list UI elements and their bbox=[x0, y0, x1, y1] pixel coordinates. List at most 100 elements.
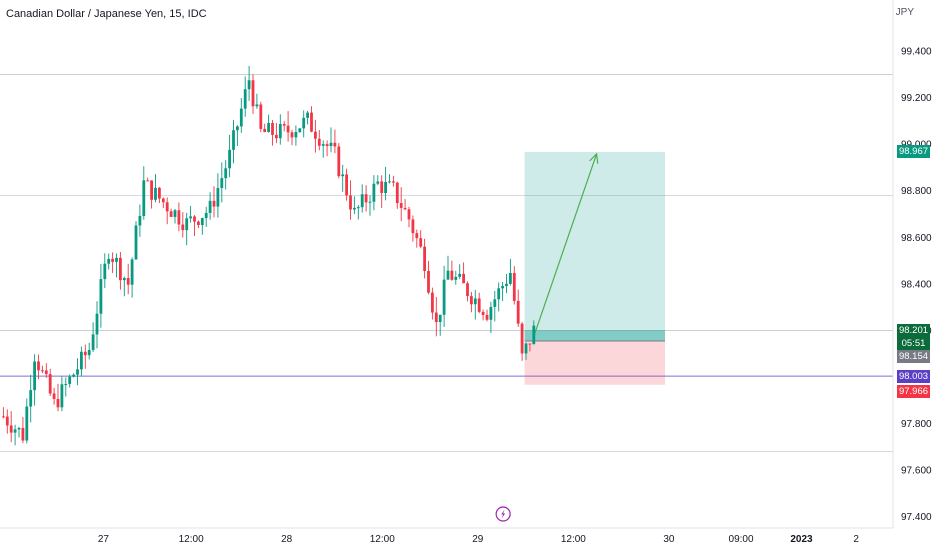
candle-body bbox=[333, 142, 337, 147]
candle bbox=[341, 164, 345, 192]
candle-body bbox=[532, 325, 536, 345]
candle-body bbox=[356, 207, 360, 209]
candle bbox=[364, 185, 368, 212]
candle bbox=[442, 265, 446, 328]
target-zone bbox=[524, 151, 665, 341]
candle bbox=[392, 175, 395, 187]
candle bbox=[134, 221, 138, 260]
candle-body bbox=[368, 201, 372, 203]
candle bbox=[193, 215, 196, 236]
candle bbox=[68, 374, 72, 388]
candle bbox=[122, 276, 126, 297]
candle-body bbox=[126, 278, 130, 285]
candle bbox=[220, 162, 224, 203]
candle bbox=[107, 253, 111, 270]
candle-body bbox=[438, 314, 442, 323]
candle bbox=[44, 363, 48, 378]
candle-body bbox=[44, 370, 48, 375]
candle bbox=[204, 206, 208, 227]
candle bbox=[111, 252, 114, 273]
candle-body bbox=[345, 174, 348, 196]
candle bbox=[76, 358, 79, 386]
candle bbox=[197, 220, 200, 229]
candle-body bbox=[220, 178, 224, 188]
candle bbox=[485, 309, 489, 322]
candle bbox=[200, 217, 204, 235]
long-position-tool[interactable] bbox=[524, 151, 665, 385]
candle-body bbox=[302, 117, 306, 129]
candle-body bbox=[524, 343, 528, 354]
candle bbox=[87, 342, 91, 360]
candle-body bbox=[275, 134, 278, 139]
candle bbox=[95, 301, 99, 349]
candle-body bbox=[80, 351, 83, 370]
candle-body bbox=[204, 212, 208, 219]
y-tick-label: 97.600 bbox=[901, 465, 932, 476]
candle-body bbox=[134, 225, 138, 260]
candle bbox=[142, 166, 146, 220]
candle bbox=[17, 426, 21, 438]
candle bbox=[446, 255, 450, 280]
candle-body bbox=[403, 207, 407, 210]
x-tick-label: 28 bbox=[281, 534, 293, 545]
candle-body bbox=[329, 142, 333, 147]
candle bbox=[5, 409, 9, 434]
event-marker-icon[interactable] bbox=[495, 506, 511, 522]
candle bbox=[333, 129, 337, 154]
candle bbox=[251, 74, 255, 114]
candle-body bbox=[446, 270, 450, 280]
y-tick-label: 98.600 bbox=[901, 233, 932, 244]
x-tick-label: 12:00 bbox=[561, 534, 586, 545]
candle bbox=[236, 125, 239, 147]
chart-title: Canadian Dollar / Japanese Yen, 15, IDC bbox=[6, 8, 207, 20]
candle bbox=[349, 180, 352, 220]
candle-body bbox=[161, 198, 165, 203]
candle-body bbox=[290, 132, 294, 138]
candle-body bbox=[9, 425, 13, 433]
candle-body bbox=[489, 306, 493, 320]
candle bbox=[267, 114, 270, 133]
candle-body bbox=[193, 216, 196, 222]
candle-body bbox=[17, 427, 21, 430]
candle bbox=[337, 143, 341, 179]
candle-body bbox=[197, 221, 200, 226]
candle-body bbox=[286, 125, 290, 133]
candle-body bbox=[282, 124, 286, 126]
candle bbox=[454, 270, 458, 285]
candle bbox=[208, 192, 212, 220]
candle-body bbox=[407, 209, 411, 220]
projection-arrowhead bbox=[589, 152, 599, 164]
candle bbox=[161, 197, 165, 209]
candle bbox=[497, 282, 501, 312]
candle-body bbox=[399, 203, 403, 208]
candle-body bbox=[41, 370, 44, 372]
candle-body bbox=[64, 383, 68, 385]
candle bbox=[48, 368, 52, 397]
candle bbox=[314, 119, 317, 153]
candle bbox=[321, 140, 325, 158]
lightning-icon bbox=[501, 509, 506, 519]
candle-body bbox=[395, 182, 399, 204]
candle-body bbox=[138, 215, 142, 226]
candle bbox=[243, 76, 247, 117]
x-tick-label: 12:00 bbox=[179, 534, 204, 545]
candle-body bbox=[376, 181, 380, 184]
candle-body bbox=[509, 272, 512, 284]
x-tick-label: 09:00 bbox=[729, 534, 754, 545]
candle bbox=[64, 377, 68, 397]
candle bbox=[388, 174, 391, 184]
y-tick-label: 97.400 bbox=[901, 512, 932, 523]
target-price-tag: 98.967 bbox=[897, 145, 930, 159]
candle bbox=[376, 175, 380, 186]
candle-body bbox=[48, 374, 52, 394]
candle-body bbox=[247, 80, 251, 90]
candle bbox=[427, 260, 430, 295]
candle bbox=[154, 174, 157, 203]
candle-body bbox=[512, 272, 516, 301]
candle-body bbox=[158, 187, 161, 199]
candle-body bbox=[360, 194, 364, 208]
candle bbox=[528, 343, 532, 352]
